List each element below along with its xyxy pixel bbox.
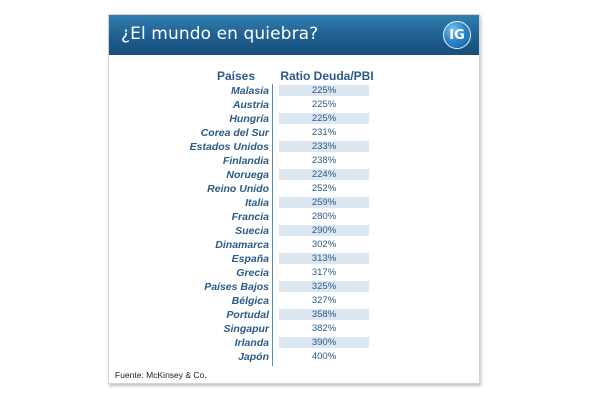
table-row: Estados Unidos 233%	[189, 140, 379, 154]
debt-ratio-value: 390%	[279, 337, 369, 348]
country-name: Corea del Sur	[200, 127, 269, 139]
country-name: Dinamarca	[215, 239, 269, 251]
page-title: ¿El mundo en quiebra?	[121, 24, 319, 44]
country-name: Suecia	[235, 225, 269, 237]
debt-ratio-value: 358%	[279, 309, 369, 320]
debt-ratio-value: 225%	[311, 99, 337, 110]
debt-ratio-value: 233%	[279, 141, 369, 152]
table-row: Austria 225%	[189, 98, 379, 112]
table-row: Dinamarca 302%	[189, 238, 379, 252]
table-row: Malasia 225%	[189, 84, 379, 98]
table-row: Italia 259%	[189, 196, 379, 210]
table-row: Irlanda 390%	[189, 336, 379, 350]
debt-ratio-value: 302%	[311, 239, 337, 250]
country-name: Noruega	[226, 169, 269, 181]
country-name: Reino Unido	[207, 183, 269, 195]
country-name: Japón	[238, 351, 269, 363]
table-row: Países Bajos 325%	[189, 280, 379, 294]
ig-logo-icon: IG	[443, 21, 471, 49]
country-name: Países Bajos	[204, 281, 269, 293]
country-name: Portudal	[226, 309, 269, 321]
debt-ratio-value: 327%	[311, 295, 337, 306]
debt-ratio-value: 400%	[311, 351, 337, 362]
country-name: Malasia	[231, 85, 269, 97]
table-row: Singapur 382%	[189, 322, 379, 336]
column-divider	[272, 84, 273, 366]
debt-ratio-value: 280%	[311, 211, 337, 222]
country-name: Austria	[232, 99, 269, 111]
column-header-countries: Países	[216, 69, 256, 83]
source-note: Fuente: McKinsey & Co.	[115, 370, 207, 380]
table-row: Reino Unido 252%	[189, 182, 379, 196]
country-name: Estados Unidos	[189, 141, 269, 153]
country-name: Italia	[245, 197, 269, 209]
column-header-ratio: Ratio Deuda/PBI	[280, 69, 374, 83]
table-row: Suecia 290%	[189, 224, 379, 238]
country-name: Finlandia	[222, 155, 269, 167]
header-bar: ¿El mundo en quiebra? IG	[109, 15, 479, 55]
table-row: Bélgica 327%	[189, 294, 379, 308]
table-row: Corea del Sur 231%	[189, 126, 379, 140]
country-name: Singapur	[223, 323, 269, 335]
table-row: Hungría 225%	[189, 112, 379, 126]
table-row: España 313%	[189, 252, 379, 266]
infographic-card: ¿El mundo en quiebra? IG Países Ratio De…	[108, 14, 480, 384]
debt-ratio-value: 313%	[279, 253, 369, 264]
debt-ratio-value: 252%	[311, 183, 337, 194]
table-row: Portudal 358%	[189, 308, 379, 322]
debt-ratio-value: 259%	[279, 197, 369, 208]
table-row: Noruega 224%	[189, 168, 379, 182]
debt-ratio-value: 317%	[311, 267, 337, 278]
country-name: España	[231, 253, 269, 265]
country-name: Francia	[231, 211, 269, 223]
debt-ratio-value: 225%	[279, 85, 369, 96]
debt-ratio-value: 238%	[311, 155, 337, 166]
debt-ratio-value: 225%	[279, 113, 369, 124]
country-name: Bélgica	[231, 295, 269, 307]
debt-ratio-value: 224%	[279, 169, 369, 180]
table-row: Grecia 317%	[189, 266, 379, 280]
country-name: Irlanda	[234, 337, 269, 349]
debt-ratio-value: 231%	[311, 127, 337, 138]
debt-ratio-value: 290%	[279, 225, 369, 236]
debt-ratio-table: Malasia 225% Austria 225% Hungría 225% Corea d…	[189, 84, 379, 366]
table-row: Francia 280%	[189, 210, 379, 224]
table-row: Japón 400%	[189, 350, 379, 364]
debt-ratio-value: 325%	[279, 281, 369, 292]
debt-ratio-value: 382%	[311, 323, 337, 334]
country-name: Grecia	[236, 267, 269, 279]
table-row: Finlandia 238%	[189, 154, 379, 168]
country-name: Hungría	[229, 113, 269, 125]
